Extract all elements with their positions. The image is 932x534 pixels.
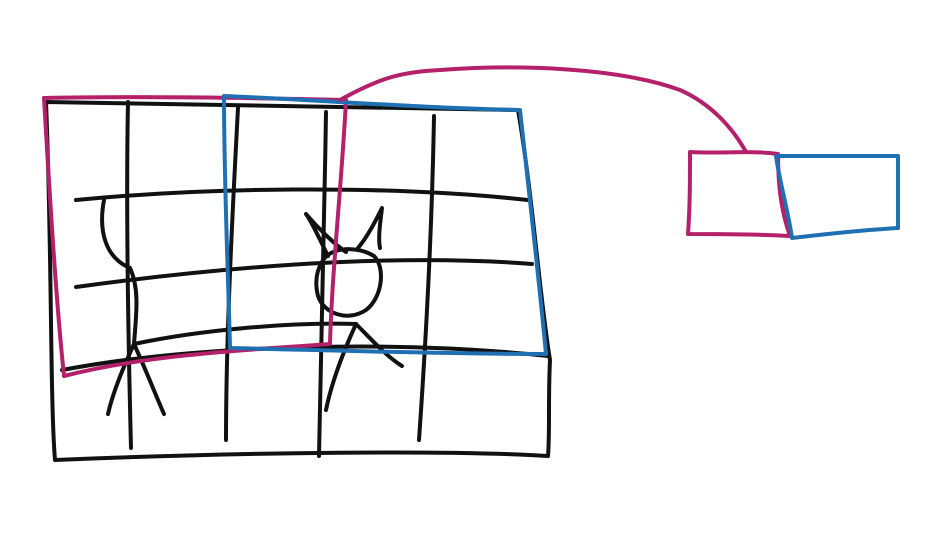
grid-hline-2 (74, 258, 534, 289)
cat-leg-back-left (106, 342, 136, 416)
cat-ear-right (356, 206, 384, 250)
cat-leg-front-right (354, 322, 404, 368)
grid-vline-4 (417, 114, 436, 442)
cat-back (128, 266, 358, 346)
cat-tail (100, 198, 132, 270)
cat-leg-back-right (132, 342, 166, 416)
stick-figure-cat (100, 198, 404, 416)
window-b-frame (222, 94, 548, 356)
output-b-box (774, 153, 901, 240)
grid-hline-1 (74, 187, 530, 202)
connector-curve (338, 65, 748, 154)
cat-ear-left (304, 212, 348, 258)
cat-head (314, 247, 383, 318)
grid (44, 100, 552, 462)
grid-frame (44, 100, 552, 462)
cat-leg-front-left (324, 322, 358, 412)
output-a-box (686, 150, 792, 238)
grid-vline-3 (317, 110, 328, 458)
grid-vline-1 (125, 100, 133, 450)
